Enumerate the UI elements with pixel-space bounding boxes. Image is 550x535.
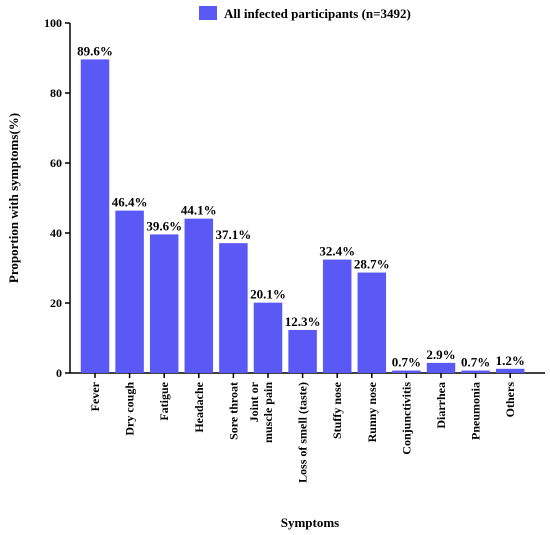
x-tick-label: Others (503, 382, 517, 418)
bar (288, 329, 317, 373)
data-labels: 89.6% 46.4% 39.6%44.1% 37.1% 20.1% 12.3% 32.4%… (77, 43, 525, 369)
bars (80, 59, 525, 374)
bar (461, 370, 490, 373)
data-label: 20.1% (250, 287, 286, 302)
data-label: 46.4% (112, 195, 148, 210)
data-label: 39.6% (146, 218, 182, 233)
bar (253, 302, 283, 373)
bar (219, 243, 248, 373)
y-tick-label: 40 (50, 226, 62, 240)
legend-swatch (199, 6, 217, 20)
x-tick-label: Pneumonia (469, 382, 483, 440)
x-tick-label: Fatigue (157, 381, 171, 420)
x-tick-label: Joint ormuscle pain (247, 381, 275, 443)
bar (392, 370, 421, 373)
x-axis-title: Symptoms (281, 515, 340, 530)
bar (426, 362, 456, 373)
data-label: 89.6% (77, 43, 113, 58)
bar (115, 210, 144, 373)
bar (184, 218, 214, 373)
bar (322, 259, 352, 373)
legend: All infected participants (n=3492) (199, 6, 411, 21)
data-label: 32.4% (319, 244, 355, 259)
data-label: 12.3% (285, 314, 321, 329)
legend-label: All infected participants (n=3492) (224, 6, 411, 21)
data-label: 28.7% (354, 257, 390, 272)
data-label: 37.1% (216, 227, 252, 242)
y-tick-label: 100 (44, 16, 62, 30)
x-tick-label: Headache (192, 381, 206, 432)
bar (80, 59, 110, 374)
bar (495, 368, 525, 373)
x-tick-label: Fever (88, 381, 102, 411)
data-label: 0.7% (461, 355, 490, 370)
x-tick-label: Sore throat (226, 382, 240, 440)
bar (149, 234, 179, 373)
data-label: 2.9% (426, 347, 455, 362)
data-label: 0.7% (392, 355, 421, 370)
x-tick-label: Runny nose (365, 381, 379, 442)
x-tick-label: Dry cough (123, 382, 137, 436)
x-tick-label: Diarrhea (434, 382, 448, 429)
data-label: 44.1% (181, 203, 217, 218)
data-label: 1.2% (496, 353, 525, 368)
y-axis-title: Proportion with symptoms(%) (6, 113, 21, 283)
bar (357, 272, 387, 373)
y-tick-label: 20 (50, 296, 62, 310)
x-tick-label: Conjunctivitis (399, 382, 413, 455)
y-tick-label: 80 (50, 86, 62, 100)
x-tick-label: Stuffy nose (330, 381, 344, 439)
y-tick-label: 60 (50, 156, 62, 170)
x-axis: Fever Dry cough Fatigue Headache Sore throat… (70, 372, 545, 483)
y-tick-label: 0 (56, 366, 62, 380)
y-axis: 0 20 40 60 80 100 (44, 16, 71, 380)
x-tick-label: Loss of smell (taste) (296, 382, 310, 483)
